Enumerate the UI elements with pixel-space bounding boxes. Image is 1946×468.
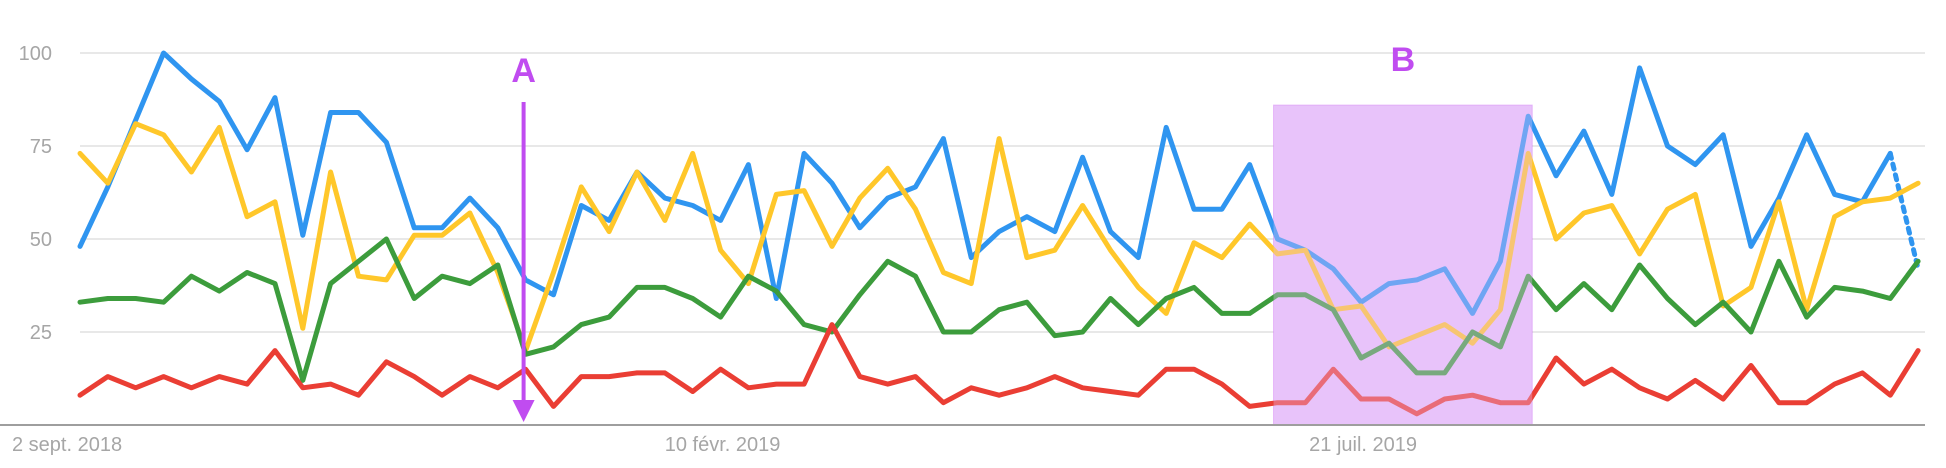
y-tick-label: 50 [30, 229, 52, 251]
x-tick-label: 21 juil. 2019 [1309, 434, 1417, 456]
series-line-1 [77, 121, 1921, 354]
annotation-label-a: A [511, 52, 536, 90]
highlight-overlay-layer [1273, 105, 1533, 425]
series-line-3 [77, 322, 1921, 417]
series-line-0-partial [1887, 150, 1921, 272]
series-line-2 [77, 236, 1921, 383]
y-tick-label: 100 [19, 43, 52, 65]
highlight-region-layer [1273, 104, 1533, 426]
tick-label-layer: 25 50 75 100 2 sept. 2018 10 févr. 2019 21 jui… [12, 43, 1417, 456]
y-tick-label: 25 [30, 322, 52, 344]
series-layer [77, 50, 1921, 417]
x-tick-label: 10 févr. 2019 [665, 434, 781, 456]
annotation-arrow-a-head [512, 400, 535, 422]
highlight-range-b-overlay [1273, 105, 1533, 425]
highlight-range-b [1273, 104, 1533, 426]
annotation-layer: BA [511, 41, 1415, 422]
series-line-0 [77, 50, 1893, 316]
x-tick-label: 2 sept. 2018 [12, 434, 122, 456]
y-tick-label: 75 [30, 136, 52, 158]
annotation-label-b: B [1391, 41, 1416, 79]
